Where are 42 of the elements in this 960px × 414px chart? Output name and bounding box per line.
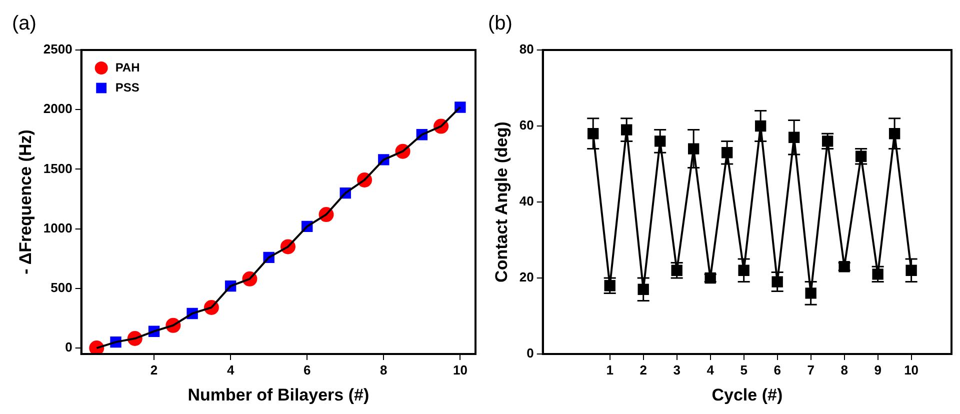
y-tick-label: 1500 xyxy=(43,160,72,176)
x-tick-label: 1 xyxy=(606,362,614,378)
x-tick-label: 4 xyxy=(706,362,715,378)
point xyxy=(638,284,649,295)
y-axis-title: Contact Angle (deg) xyxy=(492,122,511,282)
x-axis-title: Number of Bilayers (#) xyxy=(188,385,370,404)
x-tick-label: 8 xyxy=(380,362,388,378)
y-tick-label: 80 xyxy=(519,42,534,57)
x-tick-label: 2 xyxy=(640,362,647,378)
y-tick-label: 1000 xyxy=(43,220,72,236)
point xyxy=(805,288,816,299)
point xyxy=(654,136,666,147)
x-tick-label: 10 xyxy=(904,362,919,378)
x-axis-title: Cycle (#) xyxy=(712,385,783,404)
x-tick-label: 10 xyxy=(452,362,468,378)
x-tick-label: 8 xyxy=(840,362,848,378)
x-tick-label: 6 xyxy=(774,362,781,378)
chart-title: (a) xyxy=(12,12,36,35)
y-tick-label: 0 xyxy=(526,346,534,361)
y-tick-label: 500 xyxy=(50,280,72,296)
chart-title: (b) xyxy=(488,12,512,35)
legend-label: PSS xyxy=(115,80,140,94)
x-tick-label: 3 xyxy=(673,362,680,378)
x-tick-label: 5 xyxy=(740,362,748,378)
y-tick-label: 40 xyxy=(519,194,534,209)
point xyxy=(738,264,750,276)
point xyxy=(688,143,700,154)
point xyxy=(906,264,917,276)
x-tick-label: 6 xyxy=(303,362,311,378)
y-axis-title: - ΔFrequence (Hz) xyxy=(16,130,35,274)
y-tick-label: 20 xyxy=(519,270,534,285)
y-tick-label: 2500 xyxy=(43,42,72,57)
x-tick-label: 2 xyxy=(150,362,158,378)
legend-label: PAH xyxy=(115,60,140,74)
point xyxy=(89,340,104,354)
y-tick-label: 2000 xyxy=(43,101,72,116)
y-tick-label: 0 xyxy=(65,340,72,355)
y-tick-label: 60 xyxy=(519,118,534,133)
x-tick-label: 4 xyxy=(226,362,235,378)
x-tick-label: 7 xyxy=(807,362,814,378)
point xyxy=(621,124,632,136)
x-tick-label: 9 xyxy=(874,362,882,378)
